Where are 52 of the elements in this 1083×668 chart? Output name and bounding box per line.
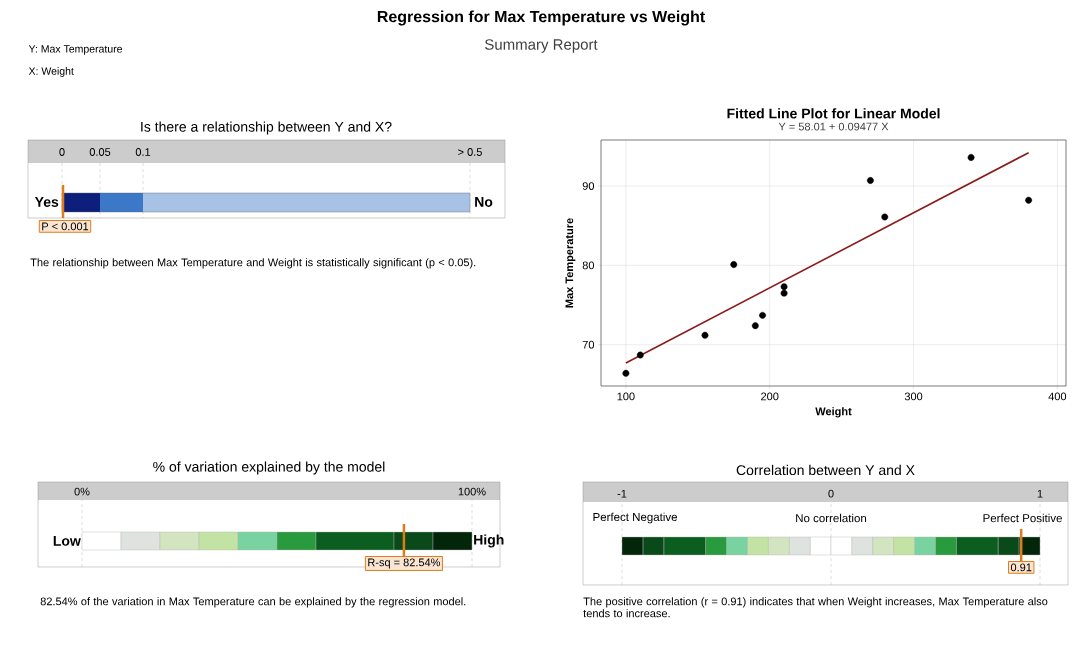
text: 0.05 — [89, 148, 111, 156]
x-tick-label: 0% — [74, 487, 90, 496]
x-axis-title: Weight — [815, 407, 852, 418]
text: X: Weight — [28, 67, 74, 77]
text: The relationship between Max Temperature and Weight is statistically significant (p < 0.05). — [30, 258, 476, 269]
y-tick-label: 70 — [582, 340, 595, 349]
point — [636, 351, 644, 359]
point — [730, 261, 738, 268]
point — [780, 283, 788, 291]
text: 0.1 — [135, 148, 151, 156]
text: 82.54% of the variation in Max Temperature can be explained by the regression model. — [40, 597, 466, 608]
y-tick-label: 90 — [582, 182, 595, 190]
x-tick-label: 1 — [1037, 489, 1043, 498]
point — [881, 213, 889, 221]
chart-title: Fitted Line Plot for Linear Model — [727, 108, 940, 119]
text: 0 — [59, 148, 65, 156]
point — [751, 322, 759, 330]
x-tick-label: 400 — [1048, 392, 1067, 401]
point — [780, 289, 788, 297]
point — [867, 177, 874, 184]
text: Yes — [34, 197, 59, 207]
point — [1025, 196, 1033, 204]
annotation: No correlation — [796, 513, 867, 523]
point — [701, 331, 709, 339]
x-tick-label: 300 — [904, 392, 923, 401]
ref-line-label: 0.91 — [1010, 563, 1032, 572]
text: High — [474, 534, 504, 548]
ref-line-label: R-sq = 82.54% — [368, 558, 441, 569]
x-tick-label: 200 — [761, 392, 779, 401]
point — [622, 369, 630, 377]
chart-title: Correlation between Y and X — [736, 464, 915, 476]
x-tick-label: -1 — [617, 489, 627, 498]
annotation: Perfect Negative — [593, 512, 678, 524]
point — [759, 311, 766, 319]
x-tick-label: 100% — [458, 487, 486, 496]
x-tick-label: 0 — [828, 489, 834, 498]
x-tick-label: 100 — [617, 392, 635, 401]
text: Y: Max Temperature — [28, 45, 123, 55]
point — [967, 154, 975, 161]
text: Low — [53, 536, 81, 546]
chart-subtitle: Y = 58.01 + 0.09477 X — [778, 122, 889, 131]
text: Is there a relationship between Y and X? — [141, 121, 392, 135]
y-tick-label: 80 — [582, 261, 595, 270]
y-axis-title: Max Temperature — [565, 218, 576, 308]
text: P < 0.001 — [42, 222, 89, 231]
text: Summary Report — [485, 39, 598, 53]
text: Regression for Max Temperature vs Weight — [377, 10, 705, 26]
annotation: Perfect Positive — [983, 513, 1062, 523]
text: > 0.5 — [458, 148, 482, 156]
chart-title: % of variation explained by the model — [153, 461, 385, 475]
text: No — [475, 197, 493, 207]
text: The positive correlation (r = 0.91) indicates that when Weight increases, Max Temperature also tends to increase. — [583, 597, 1048, 618]
